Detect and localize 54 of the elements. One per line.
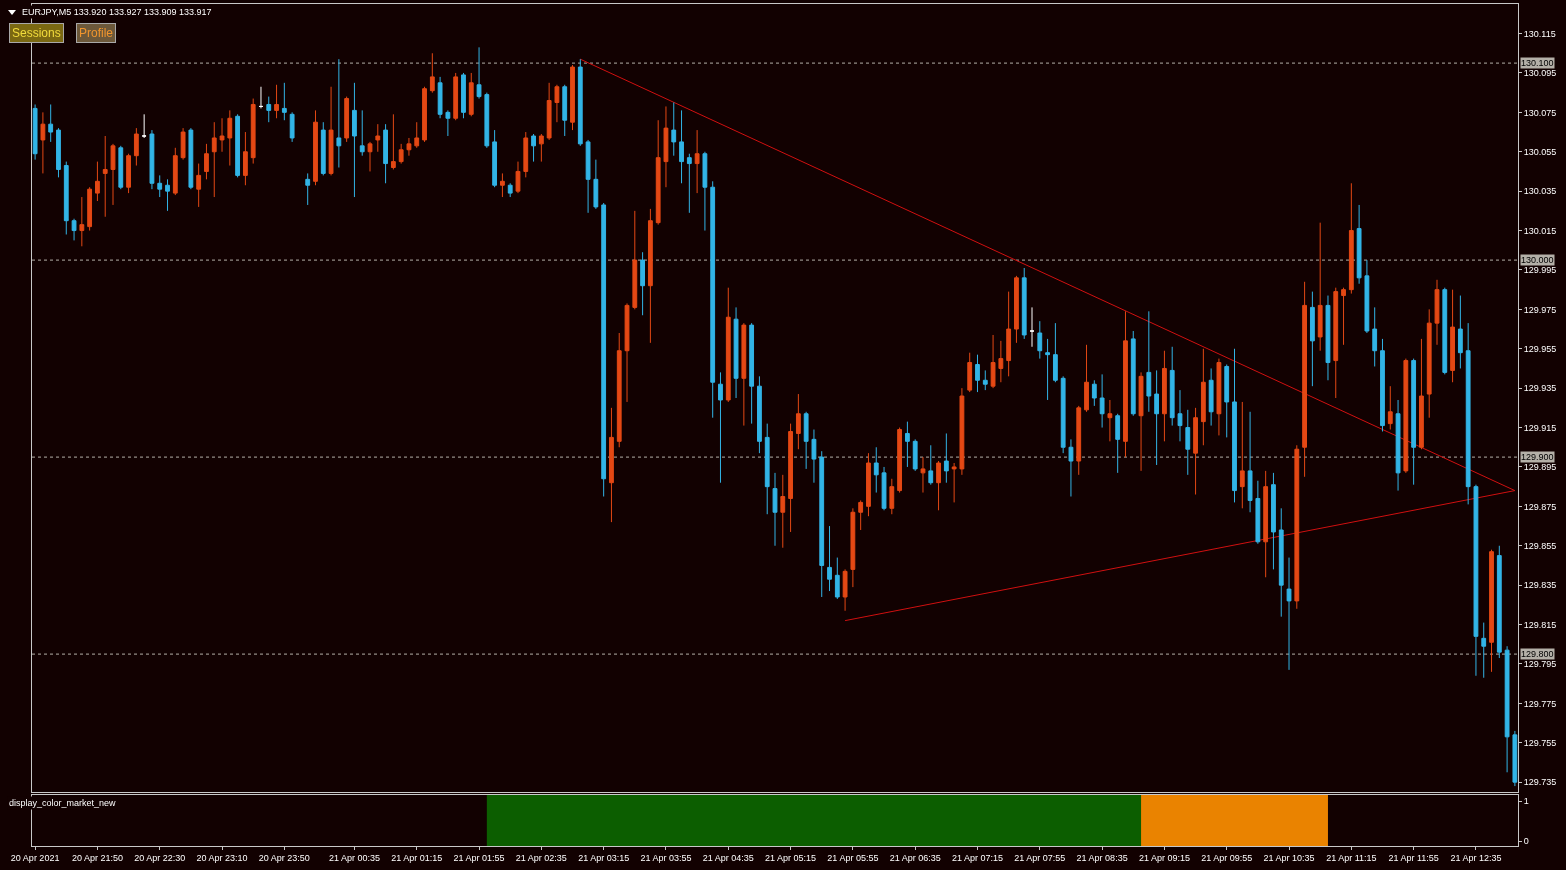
y-tick-label: 129.895 [1523, 462, 1557, 473]
x-tick-label: 21 Apr 07:15 [951, 852, 1004, 863]
annotation: Sessions [12, 26, 61, 40]
x-tick-label: 20 Apr 22:30 [134, 852, 186, 863]
y-tick-label: 129.915 [1523, 422, 1557, 433]
ref-line-label: 129.900 [1521, 452, 1554, 462]
y-tick-label: 130.055 [1523, 146, 1557, 157]
y-tick-label: 129.735 [1523, 777, 1557, 788]
x-tick-label: 21 Apr 01:15 [391, 852, 443, 863]
y-tick-label: 129.975 [1523, 304, 1557, 315]
chart-title: display_color_market_new [9, 798, 117, 808]
y-tick-label: 129.835 [1523, 580, 1557, 591]
y-tick-label: 130.095 [1523, 68, 1557, 79]
x-tick-label: 21 Apr 06:35 [889, 852, 941, 863]
x-tick-label: 21 Apr 05:15 [765, 852, 817, 863]
y-tick-label: 130.035 [1523, 186, 1557, 197]
y-tick-label: 129.775 [1523, 698, 1557, 709]
x-tick-label: 21 Apr 12:35 [1450, 852, 1502, 863]
annotation: Profile [79, 26, 114, 40]
x-tick-label: 20 Apr 21:50 [71, 852, 123, 863]
chart-title: EURJPY,M5 133.920 133.927 133.909 133.917 [22, 7, 212, 17]
x-tick-label: 21 Apr 03:15 [578, 852, 630, 863]
x-tick-label: 21 Apr 01:55 [453, 852, 505, 863]
y-tick-label: 130.075 [1523, 107, 1557, 118]
y-tick-label: 130.015 [1523, 225, 1557, 236]
y-tick-label: 129.815 [1523, 619, 1557, 630]
y-tick-label: 1 [1523, 796, 1529, 807]
x-tick-label: 20 Apr 23:10 [196, 852, 248, 863]
x-tick-label: 21 Apr 11:15 [1326, 852, 1377, 863]
y-tick-label: 130.115 [1523, 28, 1556, 39]
x-tick-label: 21 Apr 09:55 [1201, 852, 1253, 863]
y-tick-label: 0 [1523, 836, 1529, 847]
x-tick-label: 21 Apr 04:35 [702, 852, 754, 863]
ref-line-label: 130.000 [1521, 255, 1554, 265]
y-tick-label: 129.955 [1523, 343, 1557, 354]
x-tick-label: 20 Apr 2021 [10, 852, 60, 863]
x-tick-label: 21 Apr 02:35 [515, 852, 567, 863]
x-tick-label: 20 Apr 23:50 [258, 852, 310, 863]
y-tick-label: 129.875 [1523, 501, 1557, 512]
x-tick-label: 21 Apr 11:55 [1388, 852, 1439, 863]
x-tick-label: 21 Apr 08:35 [1076, 852, 1128, 863]
x-tick-label: 21 Apr 10:35 [1263, 852, 1315, 863]
y-tick-label: 129.755 [1523, 737, 1557, 748]
y-tick-label: 129.995 [1523, 265, 1557, 276]
y-tick-label: 129.935 [1523, 383, 1557, 394]
x-tick-label: 21 Apr 03:55 [640, 852, 692, 863]
ref-line-label: 129.800 [1521, 649, 1554, 659]
y-tick-label: 129.855 [1523, 540, 1557, 551]
ref-line-label: 130.100 [1521, 58, 1554, 68]
x-tick-label: 21 Apr 07:55 [1014, 852, 1066, 863]
x-tick-label: 21 Apr 05:55 [827, 852, 879, 863]
x-tick-label: 21 Apr 09:15 [1138, 852, 1190, 863]
x-tick-label: 21 Apr 00:35 [328, 852, 380, 863]
y-tick-label: 129.795 [1523, 659, 1557, 670]
